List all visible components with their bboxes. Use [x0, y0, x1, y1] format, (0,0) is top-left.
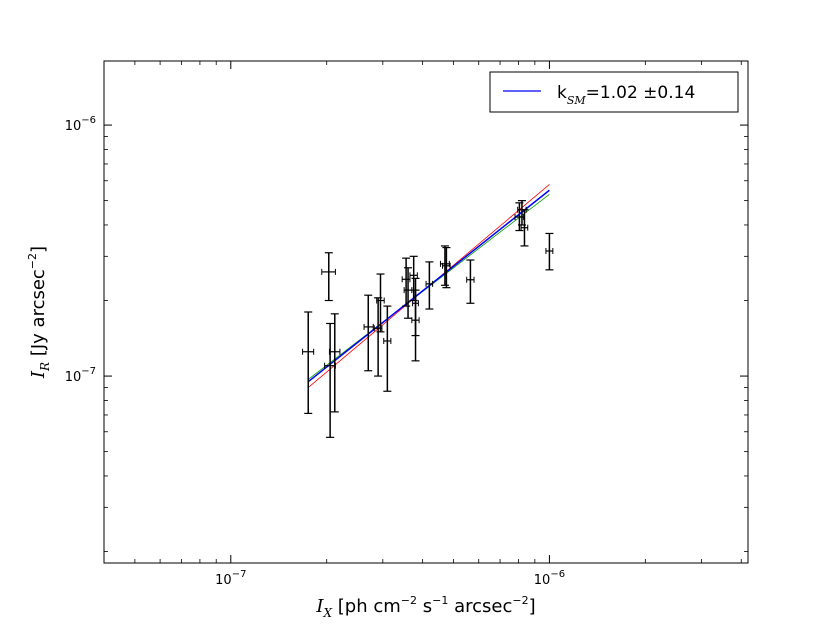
data-point [520, 209, 529, 247]
data-point [363, 294, 374, 372]
minor-ticks [104, 61, 748, 563]
plot-area [103, 60, 749, 564]
legend: kSM=1.02 ±0.14 [489, 71, 739, 113]
legend-entry-label: kSM=1.02 ±0.14 [557, 83, 695, 107]
y-tick-label: 10−7 [65, 366, 96, 385]
data-point [411, 277, 420, 337]
x-axis-label: IX [ph cm−2 s−1 arcsec−2] [315, 594, 535, 620]
data-point [328, 313, 341, 413]
data-point [466, 259, 475, 304]
data-point [403, 267, 413, 319]
x-tick-label: 10−6 [534, 569, 565, 588]
tick-labels: 10−7 10−6 10−7 10−6 [65, 115, 565, 588]
data-points [302, 200, 554, 438]
y-tick-label: 10−6 [65, 115, 96, 134]
y-axis-label: IR [Jy arcsec−2] [26, 246, 52, 379]
data-point [425, 261, 434, 310]
data-point [321, 252, 336, 302]
data-point [376, 273, 385, 333]
major-ticks [104, 61, 748, 563]
data-point [545, 232, 554, 271]
data-point [442, 246, 451, 289]
legend-box [489, 71, 739, 113]
data-point [302, 311, 315, 415]
data-point [383, 305, 392, 392]
x-tick-label: 10−7 [215, 569, 246, 588]
